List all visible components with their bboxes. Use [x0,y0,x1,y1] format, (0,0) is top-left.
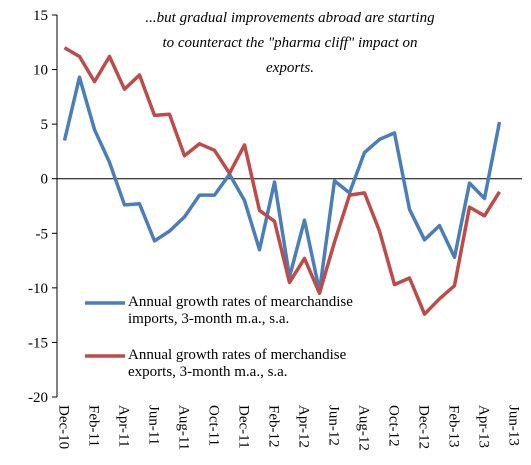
y-tick-label: -10 [28,281,48,297]
chart-title: ...but gradual improvements abroad are s… [145,10,435,26]
y-tick-label: 5 [41,117,49,133]
x-tick-label: Oct-11 [206,405,222,446]
x-tick-label: Feb-11 [86,405,102,447]
x-tick-label: Apr-11 [116,405,132,447]
legend-label: Annual growth rates of mearchandise impo… [128,294,353,327]
y-tick-label: -5 [36,226,49,242]
x-tick-label: Aug-11 [176,405,192,450]
y-tick-label: 0 [41,172,49,188]
chart-title: exports. [266,60,314,76]
x-tick-label: Dec-11 [236,405,252,449]
x-tick-label: Jun-12 [326,405,342,446]
chart-title: to counteract the "pharma cliff" impact … [162,35,417,51]
y-tick-label: 10 [33,63,48,79]
x-tick-label: Jun-11 [146,405,162,445]
x-tick-label: Apr-12 [296,405,312,448]
x-tick-label: Dec-12 [416,405,432,449]
y-tick-label: 15 [33,8,48,24]
x-tick-label: Apr-13 [476,405,492,448]
x-tick-label: Oct-12 [386,405,402,447]
series-line [63,46,501,316]
x-tick-label: Feb-12 [266,405,282,448]
x-tick-label: Aug-12 [356,405,372,451]
legend-label: Annual growth rates of merchandise expor… [128,347,347,380]
series-line [62,75,502,293]
x-tick-label: Jun-13 [506,405,522,446]
x-tick-label: Dec-10 [56,405,72,449]
y-tick-label: -20 [28,390,48,406]
y-tick-label: -15 [28,335,48,351]
x-tick-label: Feb-13 [446,405,462,448]
